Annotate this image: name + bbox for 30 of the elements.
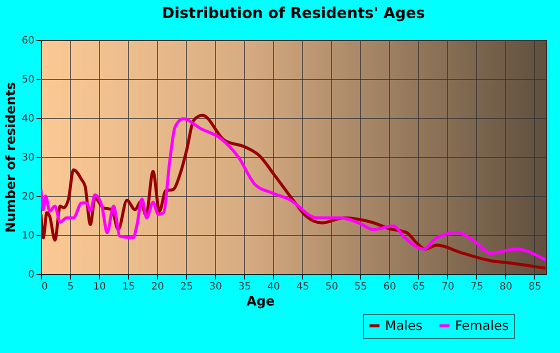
x-tick-label: 50: [325, 282, 338, 292]
legend-label: Males: [385, 318, 423, 334]
x-tick-label: 40: [267, 282, 280, 292]
x-tick-label: 85: [528, 282, 542, 292]
y-axis-title: Number of residents: [4, 82, 19, 233]
x-tick-label: 60: [383, 282, 396, 292]
y-tick-label: 60: [22, 36, 34, 46]
x-tick-label: 15: [122, 282, 135, 292]
x-tick-label: 30: [209, 282, 222, 292]
x-tick-label: 55: [354, 282, 368, 292]
x-axis-title: Age: [246, 294, 275, 310]
y-tick-label: 30: [22, 152, 34, 164]
x-tick-label: 65: [412, 282, 426, 292]
y-tick-label: 40: [22, 114, 34, 124]
y-tick-label: 10: [22, 230, 34, 242]
x-tick-label: 20: [151, 282, 164, 292]
x-tick-label: 5: [67, 282, 74, 292]
x-tick-label: 80: [500, 282, 512, 292]
x-tick-label: 45: [296, 282, 310, 292]
x-tick-label: 75: [470, 282, 484, 292]
x-tick-label: 10: [93, 282, 106, 292]
x-tick-label: 0: [42, 282, 48, 292]
legend-label: Females: [455, 318, 510, 334]
y-tick-label: 0: [28, 270, 34, 280]
y-tick-label: 20: [22, 192, 34, 202]
x-tick-label: 35: [238, 282, 252, 292]
y-tick-label: 50: [22, 74, 34, 86]
chart-title: Distribution of Residents' Ages: [162, 4, 426, 22]
x-tick-label: 25: [180, 282, 193, 292]
x-tick-label: 70: [441, 282, 454, 292]
